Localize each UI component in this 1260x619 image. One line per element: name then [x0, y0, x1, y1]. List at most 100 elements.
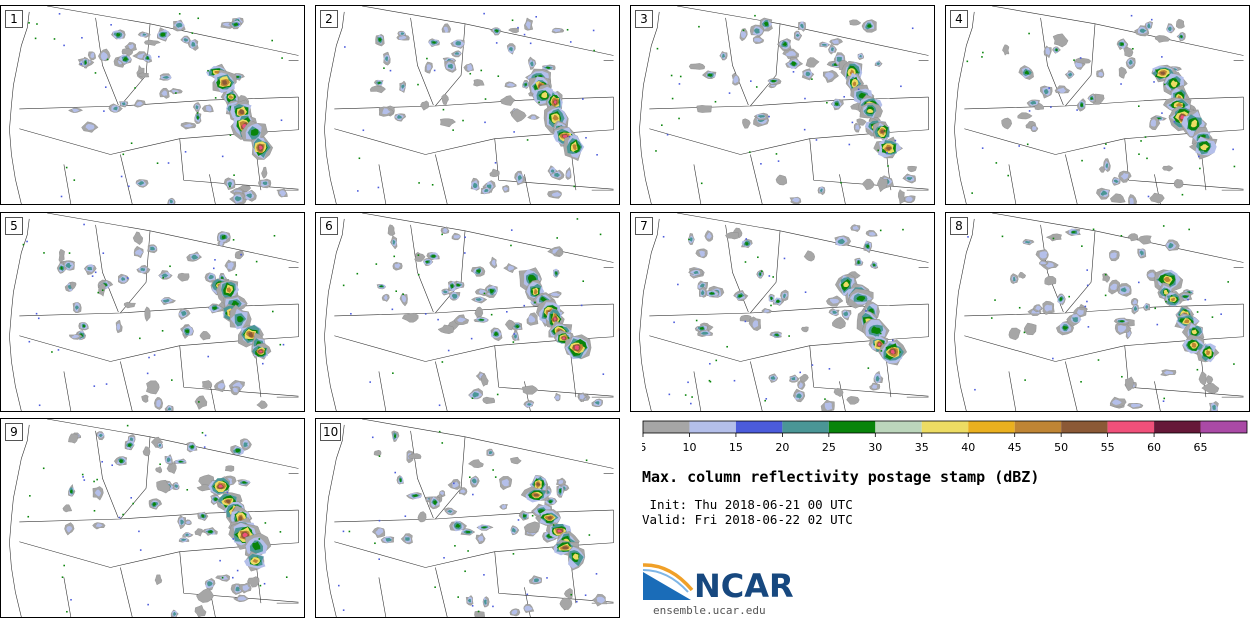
- storm-speck: [709, 362, 711, 365]
- storm-cell: [432, 41, 436, 44]
- storm-speck: [568, 135, 571, 138]
- storm-cell: [180, 519, 184, 525]
- boundary-line: [964, 335, 1056, 362]
- storm-cell: [852, 225, 859, 230]
- storm-cell: [132, 231, 144, 246]
- storm-cell: [846, 396, 860, 405]
- storm-speck: [104, 86, 107, 88]
- storm-cell: [783, 293, 786, 299]
- storm-speck: [285, 576, 288, 578]
- storm-speck: [96, 478, 98, 481]
- storm-cell: [733, 75, 739, 84]
- reflectivity-map: [639, 6, 929, 204]
- panel-number: 10: [320, 423, 342, 441]
- storm-cell: [706, 232, 712, 240]
- storm-cell: [1102, 273, 1111, 283]
- reflectivity-map: [639, 213, 929, 411]
- storm-speck: [441, 361, 444, 363]
- storm-cell: [1149, 192, 1165, 204]
- storm-speck: [994, 299, 996, 301]
- storm-cell: [234, 195, 242, 202]
- boundary-line: [410, 224, 434, 313]
- storm-speck: [517, 26, 519, 29]
- storm-speck: [1199, 167, 1201, 170]
- reflectivity-map: [9, 213, 299, 411]
- storm-cell: [533, 493, 540, 497]
- boundary-line: [677, 213, 929, 263]
- boundary-line: [47, 6, 299, 56]
- colorbar-tick-label: 45: [1008, 441, 1022, 454]
- storm-cell: [146, 56, 150, 60]
- colorbar-segment: [875, 421, 922, 433]
- storm-cell: [1002, 44, 1010, 56]
- storm-speck: [815, 139, 818, 141]
- boundary-line: [740, 129, 929, 155]
- storm-speck: [467, 550, 469, 552]
- storm-cell: [473, 182, 478, 189]
- storm-speck: [1080, 381, 1082, 383]
- storm-speck: [393, 255, 396, 258]
- storm-cell: [699, 250, 705, 257]
- storm-cell: [414, 251, 426, 262]
- storm-cell: [378, 37, 382, 42]
- storm-cell: [224, 465, 235, 472]
- storm-speck: [1138, 153, 1140, 155]
- storm-speck: [1076, 109, 1078, 111]
- storm-cell: [1173, 179, 1184, 189]
- storm-cell: [1147, 23, 1151, 28]
- storm-cell: [181, 310, 187, 316]
- storm-cell: [482, 396, 495, 404]
- storm-cell: [1025, 241, 1031, 244]
- storm-speck: [670, 74, 673, 77]
- storm-speck: [43, 252, 45, 254]
- storm-cell: [156, 399, 162, 408]
- storm-speck: [101, 460, 103, 463]
- storm-cell: [369, 85, 386, 94]
- storm-cell: [183, 123, 194, 128]
- storm-speck: [212, 267, 215, 270]
- storm-cell: [144, 39, 161, 46]
- storm-cell: [557, 529, 562, 533]
- storm-speck: [171, 379, 173, 381]
- storm-cell: [471, 478, 477, 484]
- plot-title: Max. column reflectivity postage stamp (…: [642, 468, 1040, 486]
- storm-cell: [744, 242, 749, 246]
- storm-speck: [1130, 14, 1133, 17]
- boundary-line: [524, 587, 531, 617]
- colorbar-frame: [642, 420, 1248, 434]
- storm-cell: [135, 101, 143, 106]
- storm-cell: [175, 22, 183, 28]
- storm-cell: [128, 43, 134, 50]
- storm-speck: [1120, 83, 1122, 85]
- colorbar-tick-label: 60: [1147, 441, 1161, 454]
- storm-speck: [742, 29, 745, 32]
- storm-speck: [162, 276, 164, 279]
- storm-cell: [472, 391, 479, 398]
- storm-speck: [1105, 143, 1107, 145]
- boundary-line: [362, 213, 614, 263]
- storm-speck: [106, 58, 109, 61]
- storm-cell: [1183, 319, 1190, 324]
- storm-cell: [525, 20, 531, 30]
- storm-speck: [828, 368, 831, 370]
- storm-speck: [404, 515, 407, 518]
- storm-speck: [226, 491, 229, 494]
- boundary-line: [494, 551, 499, 594]
- storm-cell: [259, 350, 263, 353]
- storm-speck: [80, 63, 83, 65]
- storm-cell: [451, 293, 458, 299]
- storm-cell: [1201, 383, 1220, 394]
- storm-cell: [137, 181, 145, 186]
- storm-cell: [805, 71, 811, 77]
- storm-cell: [800, 23, 804, 29]
- storm-cell: [121, 277, 126, 281]
- storm-speck: [94, 72, 97, 74]
- storm-speck: [691, 396, 693, 398]
- boundary-line: [1154, 381, 1161, 411]
- storm-cell: [207, 581, 213, 587]
- state-boundaries: [324, 419, 614, 617]
- storm-speck: [153, 354, 156, 356]
- storm-speck: [468, 476, 471, 479]
- storm-speck: [1087, 326, 1090, 328]
- storm-cell: [467, 64, 473, 71]
